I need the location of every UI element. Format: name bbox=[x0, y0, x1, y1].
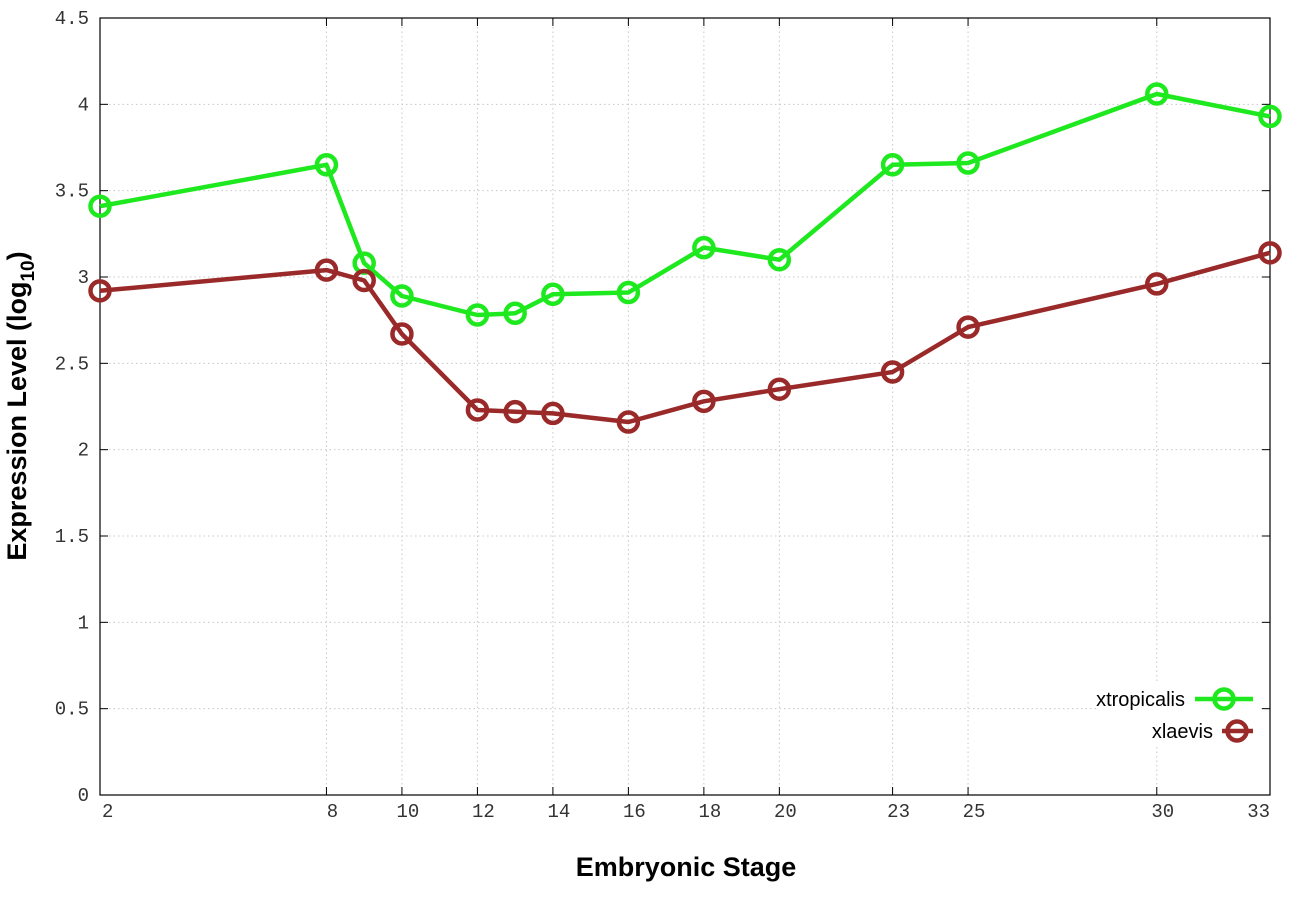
y-tick-label: 3.5 bbox=[55, 181, 89, 203]
data-point-xlaevis bbox=[1258, 241, 1282, 265]
data-point-xlaevis bbox=[88, 279, 112, 303]
data-point-xtropicalis bbox=[1145, 82, 1169, 106]
y-tick-label: 0.5 bbox=[55, 699, 89, 721]
data-point-xtropicalis bbox=[503, 301, 527, 326]
data-point-xtropicalis bbox=[390, 284, 414, 308]
data-point-xlaevis bbox=[503, 399, 527, 424]
y-tick-label: 4.5 bbox=[55, 8, 89, 30]
data-point-xlaevis bbox=[314, 258, 339, 282]
series-group bbox=[88, 82, 1282, 434]
y-tick-label: 1 bbox=[78, 612, 89, 634]
y-tick-label: 2 bbox=[78, 440, 89, 462]
x-tick-label: 14 bbox=[547, 801, 570, 823]
x-tick-label: 10 bbox=[397, 801, 420, 823]
y-axis-title: Expression Level (log10) bbox=[2, 251, 39, 560]
y-tick-label: 4 bbox=[78, 94, 89, 116]
legend: xtropicalis xlaevis bbox=[1096, 682, 1260, 744]
legend-label-xtropicalis: xtropicalis bbox=[1096, 689, 1185, 711]
data-point-xlaevis bbox=[465, 398, 490, 422]
legend-label-xlaevis: xlaevis bbox=[1152, 721, 1213, 743]
data-point-xlaevis bbox=[616, 410, 641, 434]
data-point-xtropicalis bbox=[465, 303, 490, 327]
x-tick-label: 2 bbox=[102, 801, 113, 823]
data-point-xlaevis bbox=[767, 377, 792, 401]
data-point-xtropicalis bbox=[314, 153, 339, 177]
y-tick-label: 0 bbox=[78, 785, 89, 807]
data-point-xtropicalis bbox=[767, 247, 792, 272]
x-tick-label: 12 bbox=[472, 801, 495, 823]
x-tick-label: 18 bbox=[698, 801, 721, 823]
legend-marker-xlaevis bbox=[1225, 719, 1249, 743]
data-point-xlaevis bbox=[880, 360, 905, 384]
series-line-xlaevis bbox=[99, 250, 1271, 425]
data-point-xlaevis bbox=[390, 322, 414, 346]
plot-frame bbox=[99, 17, 1271, 796]
data-point-xtropicalis bbox=[880, 153, 905, 177]
data-point-xlaevis bbox=[692, 389, 716, 414]
series-line-xtropicalis bbox=[99, 91, 1271, 318]
x-tick-label: 16 bbox=[623, 801, 646, 823]
data-point-xlaevis bbox=[541, 401, 565, 426]
data-point-xtropicalis bbox=[692, 235, 716, 260]
x-tick-label: 23 bbox=[887, 801, 910, 823]
data-point-xtropicalis bbox=[541, 282, 565, 307]
x-axis-title: Embryonic Stage bbox=[576, 852, 797, 882]
x-tick-label: 8 bbox=[327, 801, 338, 823]
x-tick-label: 33 bbox=[1247, 801, 1270, 823]
legend-marker-xtropicalis bbox=[1212, 687, 1236, 711]
y-tick-label: 1.5 bbox=[55, 526, 89, 548]
x-tick-label: 25 bbox=[963, 801, 986, 823]
y-tick-label: 3 bbox=[78, 267, 89, 289]
grid bbox=[100, 18, 1270, 795]
series-xtropicalis bbox=[88, 82, 1282, 327]
data-point-xlaevis bbox=[352, 268, 376, 293]
y-axis-title-subscript: 10 bbox=[18, 260, 39, 281]
y-tick-label: 2.5 bbox=[55, 353, 89, 375]
data-point-xlaevis bbox=[1145, 272, 1169, 296]
data-point-xtropicalis bbox=[956, 151, 980, 175]
y-axis-title-main: Expression Level (log bbox=[2, 282, 32, 561]
x-tick-label: 20 bbox=[774, 801, 797, 823]
y-axis-title-suffix: ) bbox=[2, 251, 32, 260]
data-point-xlaevis bbox=[956, 315, 980, 339]
axis-ticks: 0 0.5 1 1.5 2 2.5 3 3.5 4 4.5 2 8 10 12 14 16 18 20 23 25 30… bbox=[55, 8, 1271, 823]
data-point-xtropicalis bbox=[616, 280, 641, 305]
data-point-xtropicalis bbox=[1258, 104, 1282, 129]
data-point-xtropicalis bbox=[88, 194, 112, 218]
x-tick-label: 30 bbox=[1151, 801, 1174, 823]
series-xlaevis bbox=[88, 241, 1282, 434]
